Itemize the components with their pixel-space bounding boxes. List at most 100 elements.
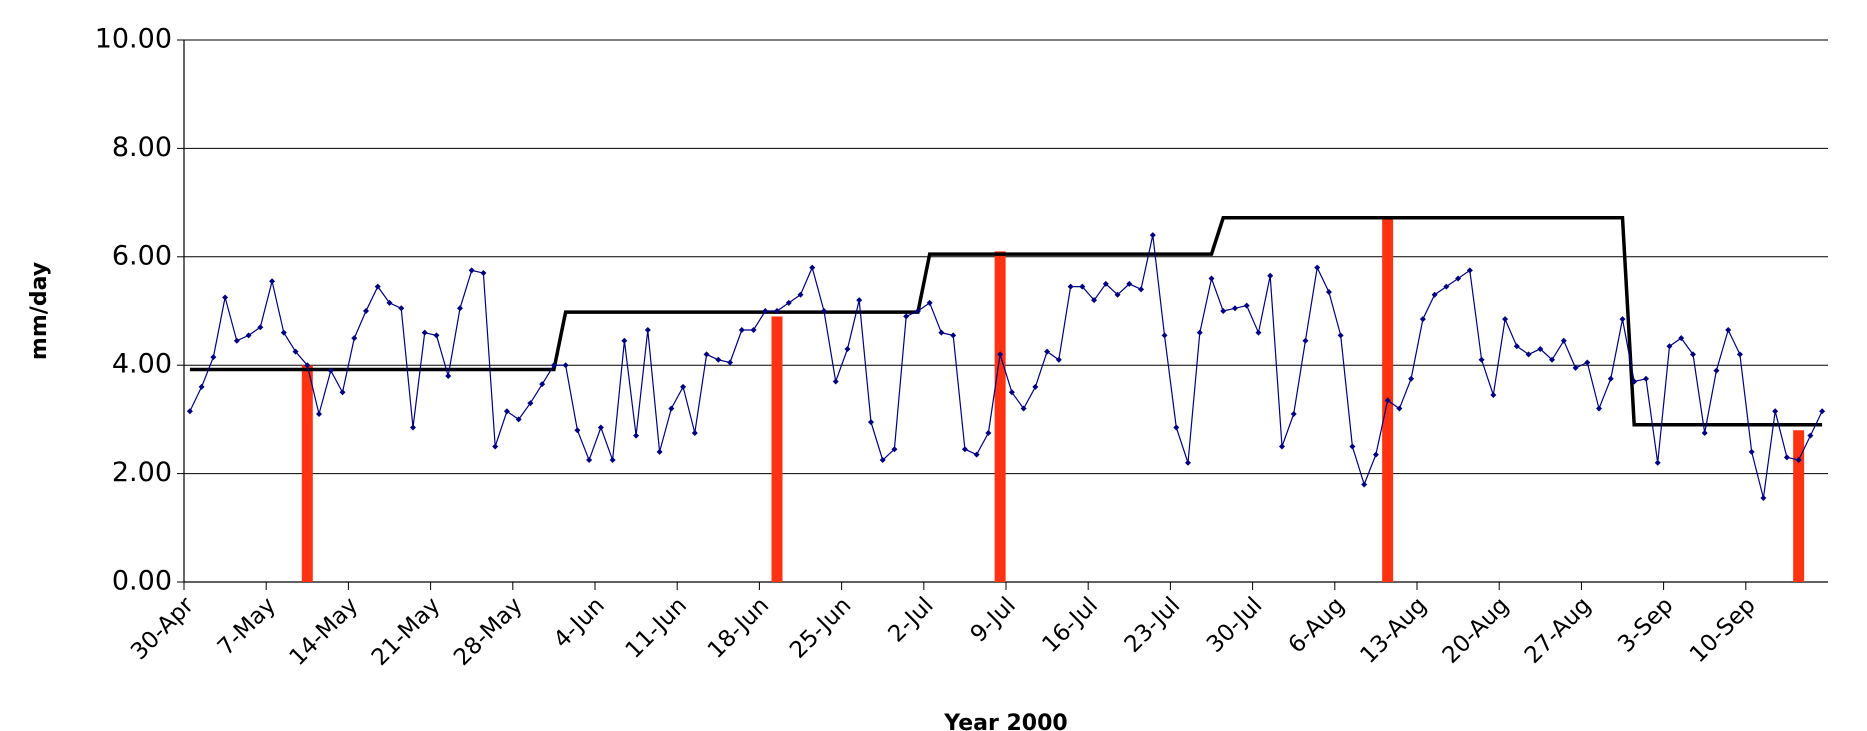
marker	[1396, 405, 1403, 412]
marker	[1819, 408, 1826, 415]
marker	[1736, 351, 1743, 358]
marker	[1525, 351, 1532, 358]
marker	[398, 305, 405, 312]
y-tick-label: 6.00	[112, 240, 172, 271]
marker	[1408, 375, 1415, 382]
marker	[1631, 378, 1638, 385]
x-tick-label: 30-Apr	[126, 592, 199, 665]
marker	[1243, 302, 1250, 309]
x-tick-label: 9-Jul	[966, 592, 1021, 647]
bar	[994, 251, 1006, 582]
marker	[1572, 364, 1579, 371]
marker	[1596, 405, 1603, 412]
marker	[867, 419, 874, 426]
marker	[245, 332, 252, 339]
marker	[1220, 308, 1227, 314]
marker	[703, 351, 710, 358]
marker	[1055, 356, 1062, 363]
y-tick-label: 8.00	[112, 132, 172, 163]
marker	[445, 373, 452, 380]
marker	[1607, 375, 1614, 382]
marker	[1689, 351, 1696, 358]
marker	[1067, 283, 1074, 290]
marker	[316, 410, 323, 417]
marker	[1783, 454, 1790, 461]
marker	[562, 362, 569, 369]
y-tick-label: 2.00	[112, 457, 172, 488]
marker	[832, 378, 839, 385]
y-axis-label: mm/day	[27, 262, 52, 360]
marker	[480, 270, 487, 277]
marker	[257, 324, 264, 331]
marker	[1302, 337, 1309, 344]
marker	[351, 335, 358, 342]
marker	[879, 457, 886, 464]
marker	[1020, 405, 1027, 412]
marker	[973, 451, 980, 458]
bar	[771, 316, 783, 582]
marker	[668, 405, 675, 412]
x-tick-label: 2-Jul	[884, 592, 939, 647]
marker	[856, 297, 863, 304]
marker	[1772, 408, 1779, 415]
marker	[186, 408, 193, 415]
marker	[1701, 429, 1708, 436]
marker	[950, 332, 957, 339]
marker	[1537, 345, 1544, 352]
marker	[750, 326, 757, 333]
marker	[680, 383, 687, 390]
marker	[386, 299, 393, 306]
x-tick-label: 20-Aug	[1438, 592, 1514, 668]
marker	[1114, 291, 1121, 298]
marker	[515, 416, 522, 423]
marker	[233, 337, 240, 344]
marker	[820, 308, 827, 314]
marker	[503, 408, 510, 415]
marker	[1807, 432, 1814, 439]
marker	[527, 400, 534, 407]
line	[189, 234, 1823, 499]
bar	[1793, 430, 1805, 582]
x-tick-label: 23-Jul	[1120, 592, 1185, 657]
marker	[609, 457, 616, 464]
y-tick-label: 0.00	[112, 566, 172, 597]
bar	[301, 365, 313, 582]
marker	[938, 329, 945, 336]
marker	[1725, 326, 1732, 333]
marker	[891, 446, 898, 453]
marker	[1196, 329, 1203, 336]
marker	[1455, 275, 1462, 282]
marker	[1795, 457, 1802, 464]
marker	[809, 264, 816, 271]
marker	[762, 308, 769, 314]
x-tick-label: 6-Aug	[1284, 592, 1350, 658]
marker	[421, 329, 428, 336]
marker	[492, 443, 499, 450]
marker	[985, 429, 992, 436]
marker	[1678, 335, 1685, 342]
marker	[1126, 280, 1133, 287]
marker	[621, 337, 628, 344]
marker	[1161, 332, 1168, 339]
marker	[292, 348, 299, 355]
marker	[327, 367, 334, 374]
x-tick-label: 27-Aug	[1520, 592, 1596, 668]
marker	[1466, 267, 1473, 274]
marker	[280, 329, 287, 336]
marker	[586, 457, 593, 464]
marker	[1185, 459, 1192, 466]
marker	[198, 383, 205, 390]
marker	[961, 446, 968, 453]
x-tick-label: 4-Jun	[549, 592, 610, 653]
x-tick-label: 13-Aug	[1355, 592, 1431, 668]
marker	[1642, 375, 1649, 382]
marker	[1490, 392, 1497, 399]
marker	[1619, 316, 1626, 323]
marker	[785, 299, 792, 306]
marker	[774, 308, 781, 314]
marker	[1278, 443, 1285, 450]
marker	[1208, 275, 1215, 282]
x-tick-label: 3-Sep	[1613, 592, 1678, 657]
x-tick-label: 10-Sep	[1685, 592, 1761, 668]
